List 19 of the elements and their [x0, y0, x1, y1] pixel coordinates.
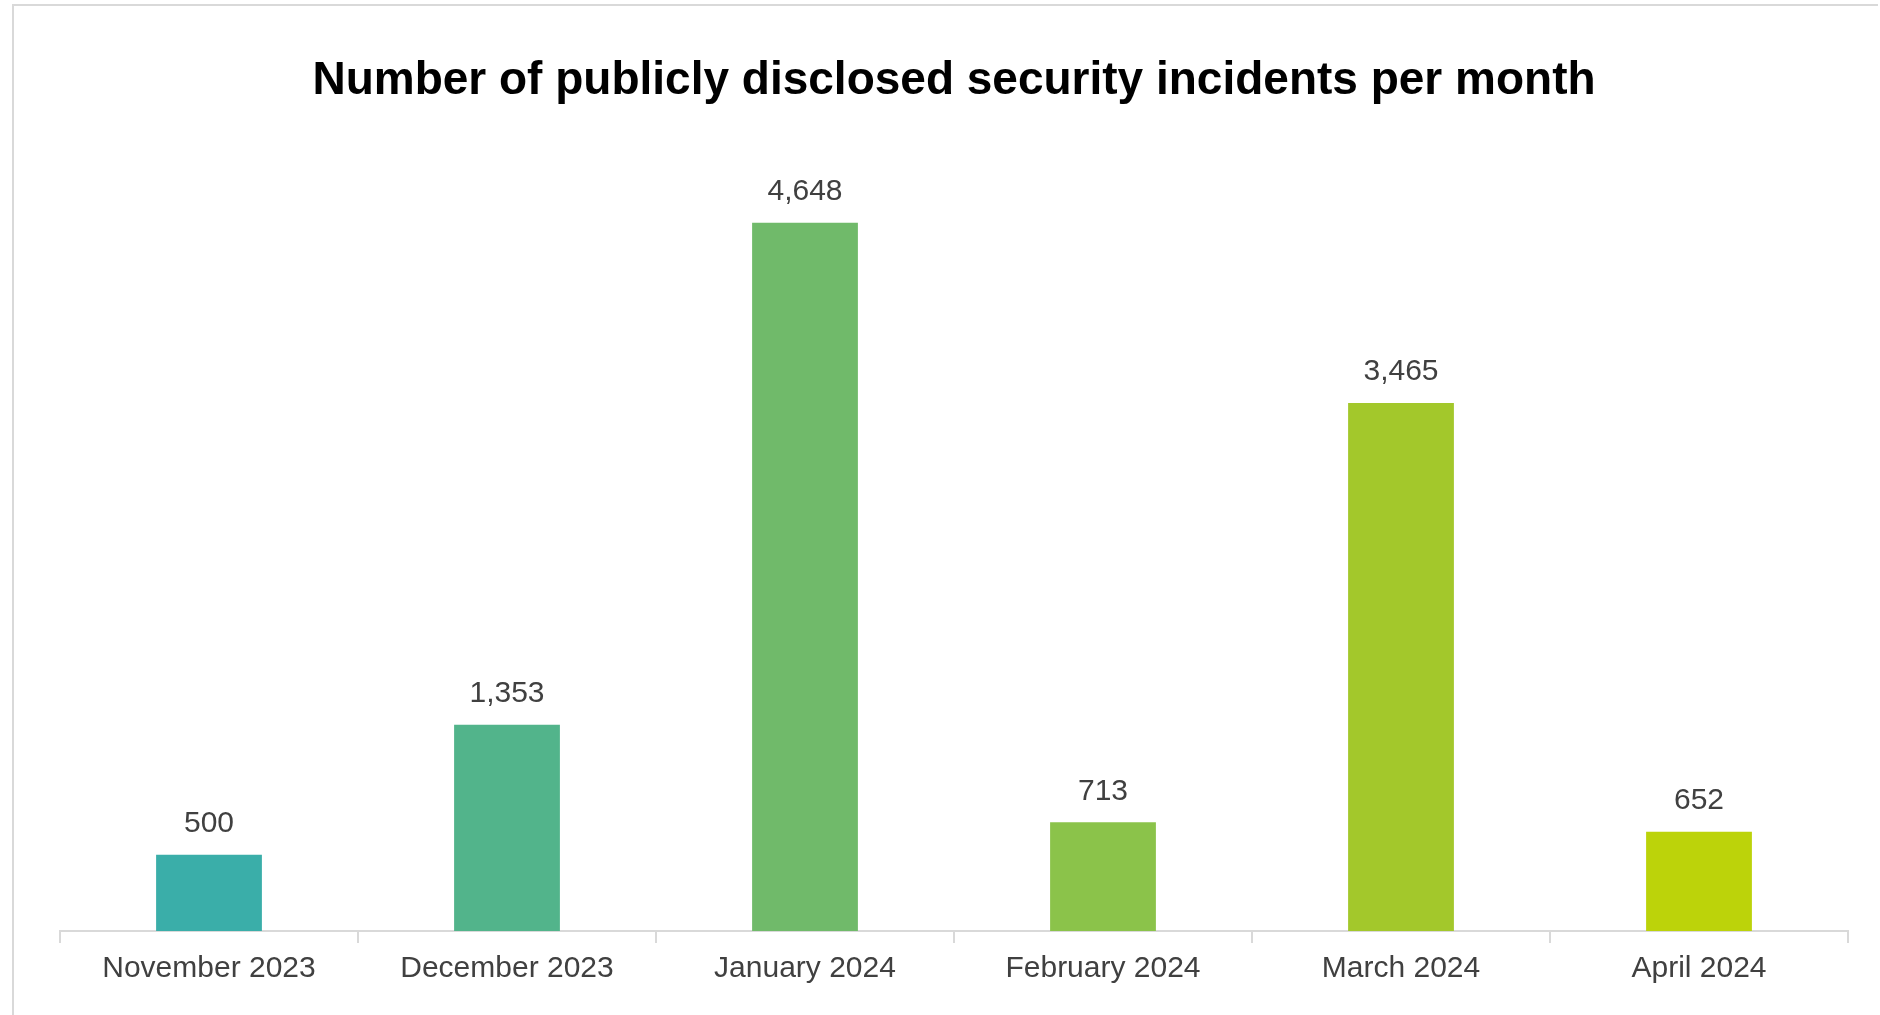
data-label: 4,648	[767, 173, 843, 207]
bar	[1646, 831, 1752, 931]
bar	[1348, 403, 1454, 931]
data-label: 652	[1673, 781, 1725, 815]
bar	[1050, 822, 1156, 931]
data-label: 3,465	[1363, 353, 1439, 387]
bar	[156, 854, 262, 931]
x-tick-label: November 2023	[102, 950, 316, 984]
x-tick-label: March 2024	[1321, 950, 1481, 984]
data-label: 713	[1077, 772, 1129, 806]
x-tick-label: January 2024	[714, 950, 896, 984]
x-tick-label: April 2024	[1631, 950, 1767, 984]
bar	[752, 222, 858, 931]
chart-title: Number of publicly disclosed security incidents per month	[312, 52, 1596, 105]
x-tick-label: February 2024	[1005, 950, 1201, 984]
data-label: 1,353	[469, 675, 545, 709]
x-tick-label: December 2023	[400, 950, 614, 984]
bar	[454, 724, 560, 931]
data-label: 500	[183, 805, 235, 839]
